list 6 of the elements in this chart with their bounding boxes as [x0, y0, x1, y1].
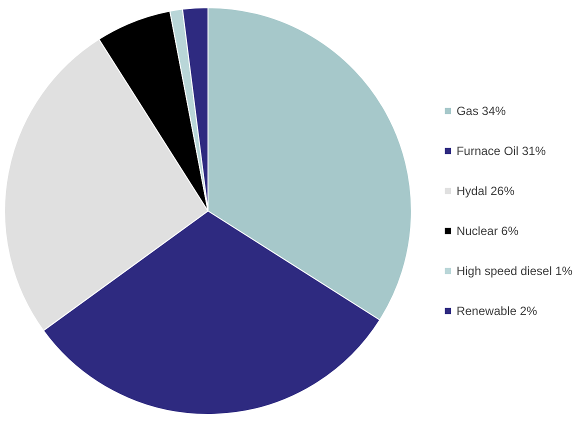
legend-label: Gas 34% [456, 104, 506, 118]
legend-label: Nuclear 6% [456, 224, 518, 238]
legend-label: Furnace Oil 31% [456, 144, 546, 158]
legend-label: Renewable 2% [456, 304, 538, 318]
legend-label: Hydal 26% [456, 184, 514, 198]
legend-label: High speed diesel 1% [456, 264, 573, 278]
